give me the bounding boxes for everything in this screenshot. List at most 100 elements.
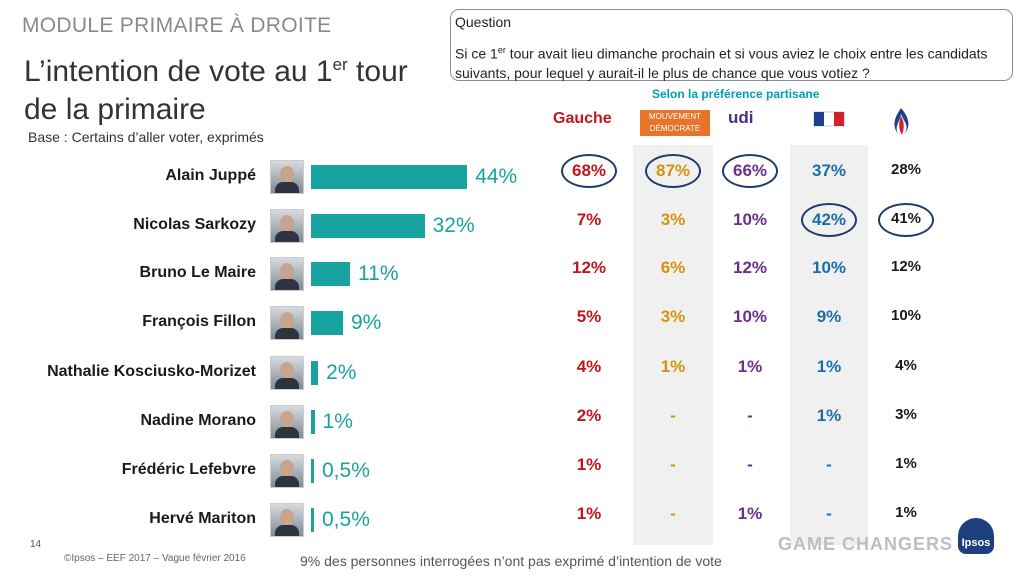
bar-value-label: 0,5% — [322, 459, 370, 482]
table-cell: 2% — [576, 406, 602, 425]
highlight-circle — [561, 154, 617, 188]
page-number: 14 — [30, 539, 42, 550]
table-cell: 3% — [660, 210, 686, 229]
table-cell: 4% — [576, 357, 602, 376]
table-cell: 12% — [732, 258, 768, 277]
ipsos-logo: Ipsos — [958, 518, 994, 554]
candidate-photo — [270, 503, 304, 537]
table-cell: 6% — [660, 258, 686, 277]
footer-note: 9% des personnes interrogées n’ont pas e… — [300, 553, 722, 569]
bar-value-label: 44% — [475, 165, 518, 188]
table-cell: 9% — [816, 307, 842, 326]
bar-value-label: 2% — [326, 361, 357, 384]
candidate-photo — [270, 356, 304, 390]
table-cell: 10% — [890, 307, 922, 324]
header-gauche: Gauche — [553, 110, 612, 127]
bar — [311, 262, 351, 286]
candidate-name: Frédéric Lefebvre — [121, 461, 256, 478]
table-cell: 42% — [811, 210, 847, 229]
table-cell: 1% — [895, 504, 917, 521]
candidate-name: Alain Juppé — [165, 167, 256, 184]
title-sup: er — [332, 55, 348, 74]
modem-logo: MOUVEMENT DÉMOCRATE — [640, 110, 710, 136]
table-cell: 1% — [660, 357, 686, 376]
highlight-circle — [722, 154, 778, 188]
candidate-name: François Fillon — [142, 313, 256, 330]
highlight-circle — [645, 154, 701, 188]
bar — [311, 508, 314, 532]
highlight-circle — [801, 203, 857, 237]
table-cell: 1% — [737, 504, 763, 523]
bar-value-label: 9% — [350, 311, 382, 334]
candidate-name: Nathalie Kosciusko-Morizet — [47, 363, 256, 380]
table-cell: 12% — [890, 258, 922, 275]
bar — [311, 459, 314, 483]
partisan-subtitle: Selon la préférence partisane — [652, 87, 820, 101]
question-text-b: tour avait lieu dimanche prochain et si … — [455, 45, 988, 81]
bar — [311, 311, 343, 335]
game-changers-tagline: GAME CHANGERS — [778, 534, 954, 554]
table-cell: 1% — [737, 357, 763, 376]
candidate-name: Bruno Le Maire — [139, 264, 256, 281]
bar-value-label: 32% — [432, 214, 475, 237]
bar — [311, 165, 468, 189]
module-label: MODULE PRIMAIRE À DROITE — [22, 14, 332, 37]
candidate-photo — [270, 306, 304, 340]
question-text-a: Si ce 1 — [455, 45, 498, 62]
table-cell: 66% — [732, 161, 768, 180]
base-note: Base : Certains d’aller voter, exprimés — [28, 129, 264, 145]
table-cell: 7% — [576, 210, 602, 229]
table-cell: 4% — [895, 357, 917, 374]
bar-value-label: 11% — [358, 262, 399, 285]
table-cell: - — [747, 406, 753, 425]
title-line2: de la primaire — [24, 93, 206, 126]
candidate-photo — [270, 209, 304, 243]
bar — [311, 410, 315, 434]
republicains-flag-icon — [813, 111, 845, 127]
table-cell: 3% — [895, 406, 917, 423]
question-label: Question — [455, 14, 512, 30]
bar-value-label: 0,5% — [322, 508, 370, 531]
candidate-name: Hervé Mariton — [149, 510, 256, 527]
question-box — [450, 9, 1013, 81]
highlight-circle — [878, 203, 934, 237]
udi-logo: udi — [728, 108, 754, 127]
table-cell: 68% — [571, 161, 607, 180]
table-cell: - — [670, 455, 676, 474]
table-cell: - — [747, 455, 753, 474]
table-cell: 1% — [816, 357, 842, 376]
table-cell: 10% — [732, 307, 768, 326]
candidate-photo — [270, 160, 304, 194]
table-cell: 37% — [811, 161, 847, 180]
table-cell: 1% — [895, 455, 917, 472]
bar — [311, 361, 319, 385]
copyright: ©Ipsos – EEF 2017 – Vague février 2016 — [64, 553, 246, 564]
candidate-photo — [270, 454, 304, 488]
table-cell: - — [826, 455, 832, 474]
table-cell: - — [670, 504, 676, 523]
candidate-name: Nicolas Sarkozy — [133, 216, 256, 233]
title-suffix: tour — [347, 55, 408, 88]
column-shade-modem — [633, 145, 713, 545]
table-cell: 1% — [816, 406, 842, 425]
page-title: L’intention de vote au 1er tour de la pr… — [24, 46, 464, 129]
title-prefix: L’intention de vote au 1 — [24, 55, 333, 88]
table-cell: 87% — [655, 161, 691, 180]
table-cell: - — [826, 504, 832, 523]
candidate-photo — [270, 257, 304, 291]
bar-value-label: 1% — [322, 410, 353, 433]
candidate-name: Nadine Morano — [140, 412, 256, 429]
front-national-logo — [884, 104, 918, 142]
candidate-photo — [270, 405, 304, 439]
table-cell: 28% — [890, 161, 922, 178]
table-cell: 10% — [811, 258, 847, 277]
republicains-logo — [808, 106, 850, 142]
table-cell: 41% — [890, 210, 922, 227]
table-cell: 10% — [732, 210, 768, 229]
question-text: Si ce 1er tour avait lieu dimanche proch… — [455, 41, 1005, 83]
table-cell: 3% — [660, 307, 686, 326]
bar — [311, 214, 425, 238]
table-cell: 5% — [576, 307, 602, 326]
table-cell: 1% — [576, 455, 602, 474]
flame-icon — [894, 108, 909, 135]
